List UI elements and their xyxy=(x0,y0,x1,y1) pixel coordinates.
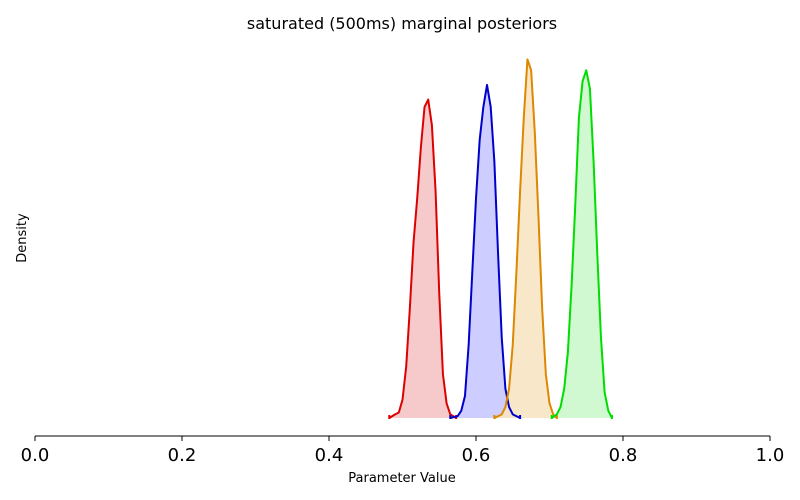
density-fill-1 xyxy=(389,99,457,418)
x-tick-label: 0.6 xyxy=(462,445,491,466)
density-fill-3 xyxy=(494,59,557,418)
y-axis-label: Density xyxy=(15,213,30,263)
x-tick-label: 0.4 xyxy=(315,445,344,466)
density-line-2 xyxy=(450,83,521,419)
x-tick-label: 0.2 xyxy=(168,445,197,466)
density-line-1 xyxy=(388,98,457,419)
density-fill-4 xyxy=(551,70,612,419)
x-axis-ticks: 0.0 0.2 0.4 0.6 0.8 1.0 xyxy=(21,436,785,466)
density-line-3 xyxy=(493,58,558,419)
x-axis-label: Parameter Value xyxy=(348,471,455,486)
x-tick-label: 1.0 xyxy=(756,445,785,466)
density-line-4 xyxy=(551,69,613,419)
density-fill-2 xyxy=(450,84,521,418)
series-layer xyxy=(388,58,613,419)
x-tick-label: 0.8 xyxy=(609,445,638,466)
chart-title: saturated (500ms) marginal posteriors xyxy=(247,14,557,33)
x-tick-label: 0.0 xyxy=(21,445,50,466)
